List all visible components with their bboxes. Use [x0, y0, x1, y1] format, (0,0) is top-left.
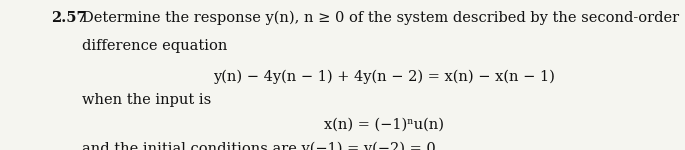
Text: when the input is: when the input is [82, 93, 212, 107]
Text: difference equation: difference equation [82, 39, 227, 53]
Text: and the initial conditions are y(−1) = y(−2) = 0.: and the initial conditions are y(−1) = y… [82, 142, 440, 150]
Text: y(n) − 4y(n − 1) + 4y(n − 2) = x(n) − x(n − 1): y(n) − 4y(n − 1) + 4y(n − 2) = x(n) − x(… [212, 70, 555, 84]
Text: x(n) = (−1)ⁿu(n): x(n) = (−1)ⁿu(n) [323, 118, 444, 132]
Text: 2.57: 2.57 [51, 11, 87, 24]
Text: Determine the response y(n), n ≥ 0 of the system described by the second-order: Determine the response y(n), n ≥ 0 of th… [82, 11, 680, 25]
